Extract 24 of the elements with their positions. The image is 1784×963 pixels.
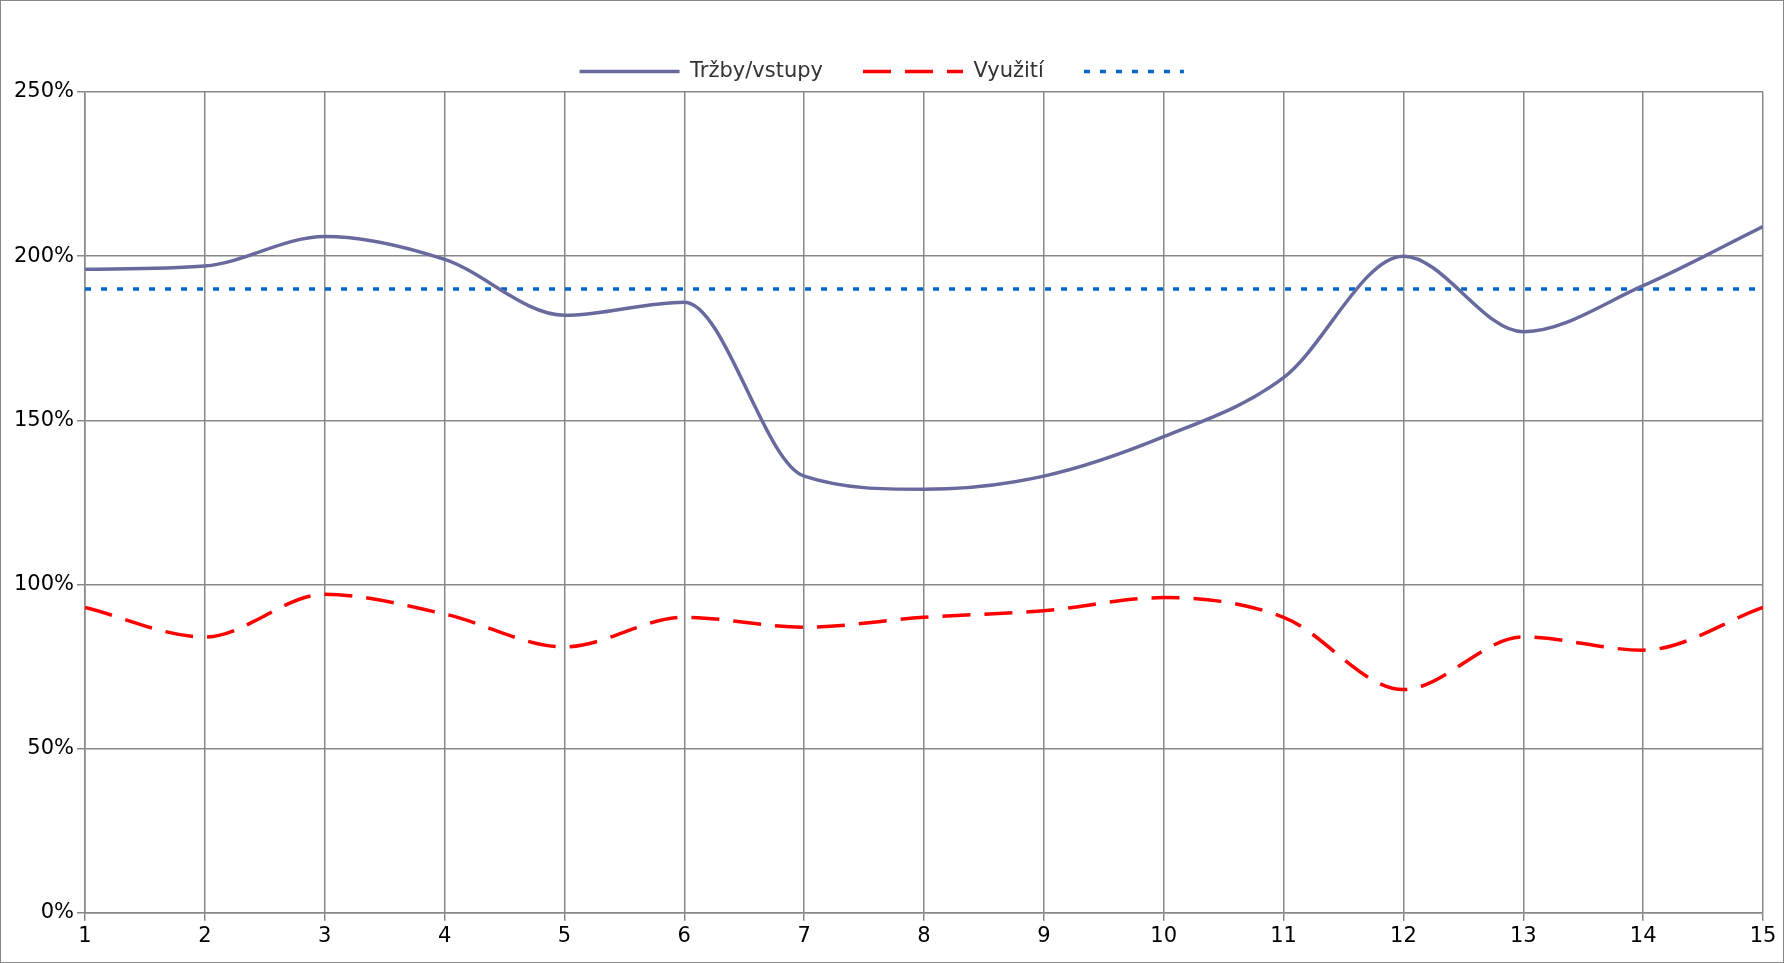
legend-label: Tržby/vstupy: [689, 57, 823, 82]
line-series: [85, 592, 1763, 692]
x-tick-label: 10: [1150, 922, 1178, 947]
x-tick-label: 8: [917, 922, 931, 947]
legend-label: Využití: [973, 57, 1046, 82]
x-tick-label: 3: [318, 922, 332, 947]
x-tick-label: 13: [1509, 922, 1537, 947]
y-tick-label: 100%: [13, 570, 75, 595]
y-tick-label: 0%: [40, 899, 75, 924]
x-tick-label: 9: [1037, 922, 1051, 947]
y-tick-label: 200%: [13, 242, 75, 267]
x-tick-label: 1: [78, 922, 92, 947]
x-tick-label: 4: [437, 922, 452, 947]
y-tick-label: 250%: [13, 78, 75, 103]
x-tick-label: 15: [1749, 922, 1777, 947]
y-tick-label: 50%: [27, 735, 75, 760]
x-tick-label: 14: [1629, 922, 1657, 947]
x-tick-label: 12: [1390, 922, 1417, 947]
x-tick-label: 5: [557, 922, 572, 947]
x-tick-label: 11: [1270, 922, 1297, 947]
y-tick-label: 150%: [13, 406, 75, 431]
x-tick-label: 2: [198, 922, 212, 947]
x-tick-label: 7: [797, 922, 811, 947]
x-tick-label: 6: [677, 922, 691, 947]
